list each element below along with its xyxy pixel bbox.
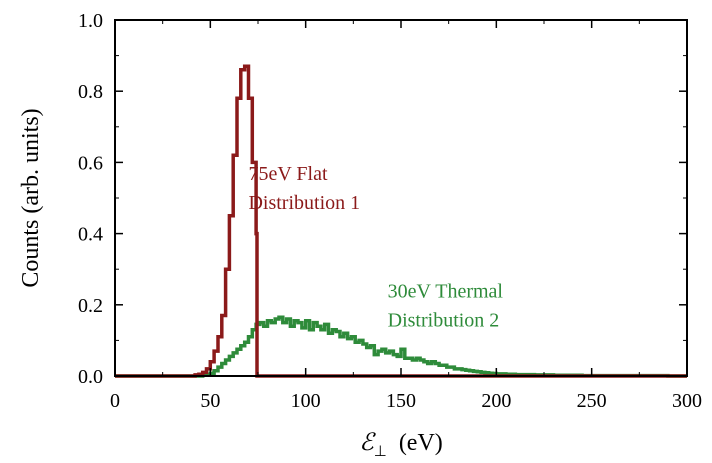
x-tick-label: 300 — [672, 390, 702, 412]
annotation-label: Distribution 1 — [248, 192, 360, 214]
series-line-1 — [115, 64, 687, 378]
x-tick-label: 150 — [386, 390, 416, 412]
x-tick-label: 250 — [577, 390, 607, 412]
plot-area — [115, 64, 687, 378]
x-tick-label: 0 — [110, 390, 120, 412]
annotation-label: 30eV Thermal — [388, 281, 504, 303]
x-axis: 0 50 100 150 200 250 300 — [110, 20, 702, 412]
y-axis-label: Counts (arb. units) — [18, 108, 44, 287]
annotations: 75eV Flat Distribution 1 30eV Thermal Distr… — [248, 163, 503, 331]
x-axis-subscript: ⊥ — [374, 444, 387, 460]
y-tick-label: 0.8 — [78, 81, 103, 103]
annotation-label: Distribution 2 — [388, 310, 500, 332]
x-tick-label: 50 — [200, 390, 220, 412]
y-tick-label: 0.6 — [78, 152, 103, 174]
x-axis-symbol: ℰ — [359, 430, 376, 456]
x-axis-unit: (eV) — [399, 430, 443, 456]
annotation-label: 75eV Flat — [248, 163, 328, 185]
x-axis-label: ℰ⊥ (eV) — [359, 430, 443, 460]
x-tick-label: 100 — [291, 390, 321, 412]
y-axis: 0.0 0.2 0.4 0.6 0.8 1.0 — [78, 10, 687, 388]
y-tick-label: 0.4 — [78, 224, 103, 246]
y-tick-label: 1.0 — [78, 10, 103, 32]
x-tick-label: 200 — [481, 390, 511, 412]
y-tick-label: 0.2 — [78, 295, 103, 317]
y-tick-label: 0.0 — [78, 366, 103, 388]
